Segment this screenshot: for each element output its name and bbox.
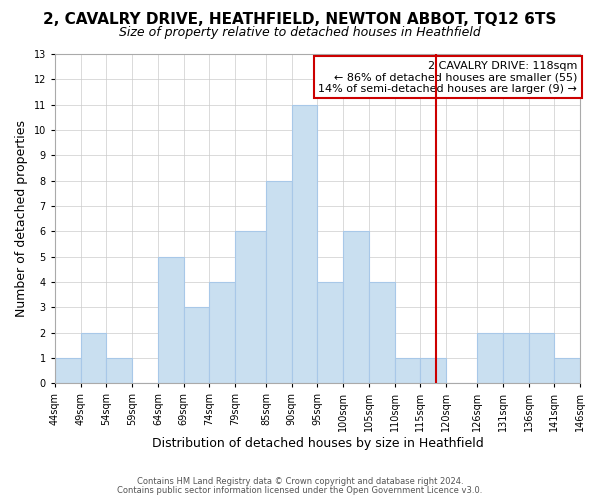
Bar [477, 332, 503, 383]
Bar [209, 282, 235, 383]
Bar [158, 256, 184, 383]
Bar [421, 358, 446, 383]
Bar [292, 104, 317, 383]
Text: 2 CAVALRY DRIVE: 118sqm
← 86% of detached houses are smaller (55)
14% of semi-de: 2 CAVALRY DRIVE: 118sqm ← 86% of detache… [319, 60, 577, 94]
Text: Contains HM Land Registry data © Crown copyright and database right 2024.: Contains HM Land Registry data © Crown c… [137, 477, 463, 486]
Text: Size of property relative to detached houses in Heathfield: Size of property relative to detached ho… [119, 26, 481, 39]
X-axis label: Distribution of detached houses by size in Heathfield: Distribution of detached houses by size … [152, 437, 484, 450]
Bar [529, 332, 554, 383]
Bar [55, 358, 80, 383]
Text: Contains public sector information licensed under the Open Government Licence v3: Contains public sector information licen… [118, 486, 482, 495]
Y-axis label: Number of detached properties: Number of detached properties [15, 120, 28, 317]
Bar [184, 307, 209, 383]
Bar [369, 282, 395, 383]
Bar [317, 282, 343, 383]
Bar [80, 332, 106, 383]
Bar [266, 180, 292, 383]
Bar [395, 358, 421, 383]
Bar [106, 358, 132, 383]
Bar [343, 231, 369, 383]
Bar [503, 332, 529, 383]
Bar [554, 358, 580, 383]
Bar [235, 231, 266, 383]
Text: 2, CAVALRY DRIVE, HEATHFIELD, NEWTON ABBOT, TQ12 6TS: 2, CAVALRY DRIVE, HEATHFIELD, NEWTON ABB… [43, 12, 557, 28]
